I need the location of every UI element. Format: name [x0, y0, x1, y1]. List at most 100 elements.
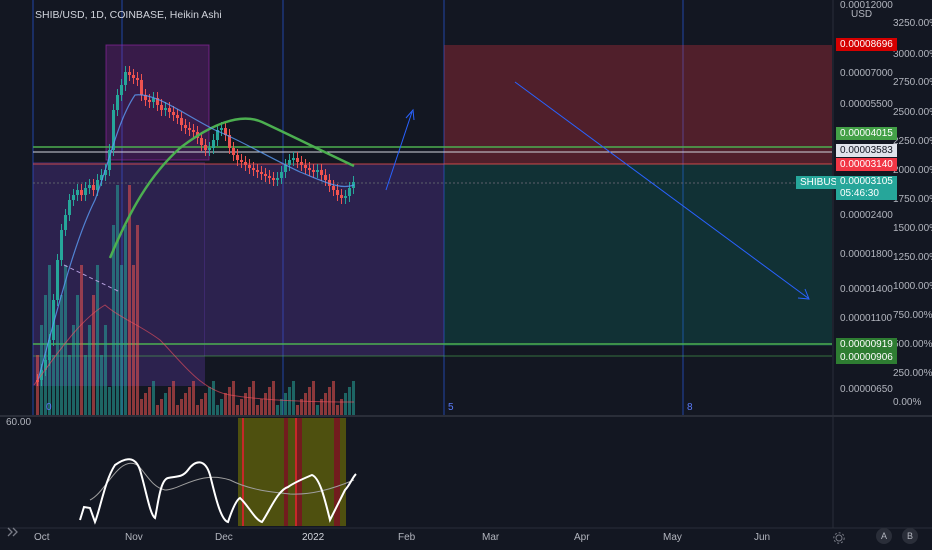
settings-gear-icon[interactable]: [833, 532, 845, 547]
candle: [348, 188, 351, 196]
candle: [260, 172, 263, 174]
candle: [124, 72, 127, 85]
pct-tick: 3000.00%: [893, 49, 932, 60]
time-tick: Oct: [34, 532, 50, 543]
volume-bar: [328, 387, 331, 415]
pct-tick: 2000.00%: [893, 165, 932, 176]
time-tick: Apr: [574, 532, 590, 543]
volume-bar: [60, 295, 63, 415]
osc-zone: [288, 418, 296, 526]
candle: [168, 108, 171, 112]
pct-tick: 250.00%: [893, 368, 932, 379]
pct-tick: 750.00%: [893, 310, 932, 321]
candle: [120, 85, 123, 95]
price-tick: 0.00005500: [840, 99, 893, 110]
osc-zone: [340, 418, 346, 526]
volume-bar: [80, 265, 83, 415]
volume-bar: [112, 225, 115, 415]
pct-tick: 1000.00%: [893, 281, 932, 292]
auto-scale-button[interactable]: A: [876, 528, 892, 544]
osc-zone: [238, 418, 284, 526]
price-tick: 0.00012000: [840, 0, 893, 11]
candle: [296, 158, 299, 162]
volume-bar: [64, 265, 67, 415]
candle: [212, 140, 215, 148]
volume-bar: [140, 399, 143, 415]
volume-bar: [324, 393, 327, 415]
volume-bar: [220, 399, 223, 415]
candle: [216, 130, 219, 140]
candle: [272, 178, 275, 180]
volume-bar: [172, 381, 175, 415]
candle: [248, 165, 251, 168]
candle: [160, 105, 163, 110]
volume-ma-line: [33, 304, 355, 403]
candle: [128, 72, 131, 75]
candle: [104, 170, 107, 175]
candles: [36, 66, 355, 386]
volume-bar: [256, 405, 259, 415]
volume-bar: [336, 405, 339, 415]
volume-bar: [52, 355, 55, 415]
candle: [192, 130, 195, 132]
volume-bar: [292, 381, 295, 415]
candle: [288, 160, 291, 165]
last-price: 0.00003105: [840, 176, 893, 187]
last-price-badge: 0.00003105 05:46:30: [836, 176, 897, 200]
volume-bar: [76, 295, 79, 415]
log-scale-button[interactable]: B: [902, 528, 918, 544]
level-badge: 0.00000919: [836, 338, 897, 351]
volume-bar: [192, 381, 195, 415]
candle: [92, 185, 95, 190]
currency-label[interactable]: USD: [851, 9, 873, 20]
ema-line: [37, 94, 355, 381]
candle: [252, 168, 255, 170]
volume-bar: [284, 393, 287, 415]
candle: [108, 150, 111, 170]
pct-tick: 2250.00%: [893, 136, 932, 147]
volume-bar: [124, 225, 127, 415]
volume-bar: [188, 387, 191, 415]
price-tick: 0.00001800: [840, 249, 893, 260]
candle: [112, 110, 115, 150]
volume-bar: [88, 325, 91, 415]
candle: [52, 300, 55, 340]
volume-bar: [228, 387, 231, 415]
candle: [144, 95, 147, 100]
osc-scale-label: 60.00: [6, 417, 32, 428]
volume-bar: [92, 295, 95, 415]
candle: [224, 128, 227, 135]
volume-bar: [296, 405, 299, 415]
volume-bar: [340, 399, 343, 415]
volume-bar: [264, 393, 267, 415]
volume-bar: [348, 387, 351, 415]
candle: [188, 128, 191, 130]
candle: [264, 174, 267, 176]
time-tick: May: [663, 532, 682, 543]
volume-bar: [116, 185, 119, 415]
purple-range-box: [204, 164, 444, 356]
go-to-realtime-icon[interactable]: [5, 525, 19, 542]
pct-tick: 2750.00%: [893, 77, 932, 88]
price-tick: 0.00002400: [840, 210, 893, 221]
volume-bar: [260, 399, 263, 415]
osc-signal-line: [89, 462, 355, 501]
candle: [132, 75, 135, 78]
time-tick: 2022: [302, 532, 325, 543]
volume-bar: [344, 393, 347, 415]
time-tick: Mar: [482, 532, 500, 543]
candle: [180, 118, 183, 125]
level-badge: 0.00003140: [836, 158, 897, 171]
down-arrow-head: [797, 288, 810, 300]
volume-bar: [332, 381, 335, 415]
candle: [156, 98, 159, 105]
candle: [320, 170, 323, 175]
candle: [176, 115, 179, 118]
candle: [336, 190, 339, 195]
candle: [136, 78, 139, 80]
candle: [256, 170, 259, 172]
gear-icon: [833, 532, 845, 544]
candle: [280, 172, 283, 178]
level-badge: 0.00003583: [836, 144, 897, 157]
